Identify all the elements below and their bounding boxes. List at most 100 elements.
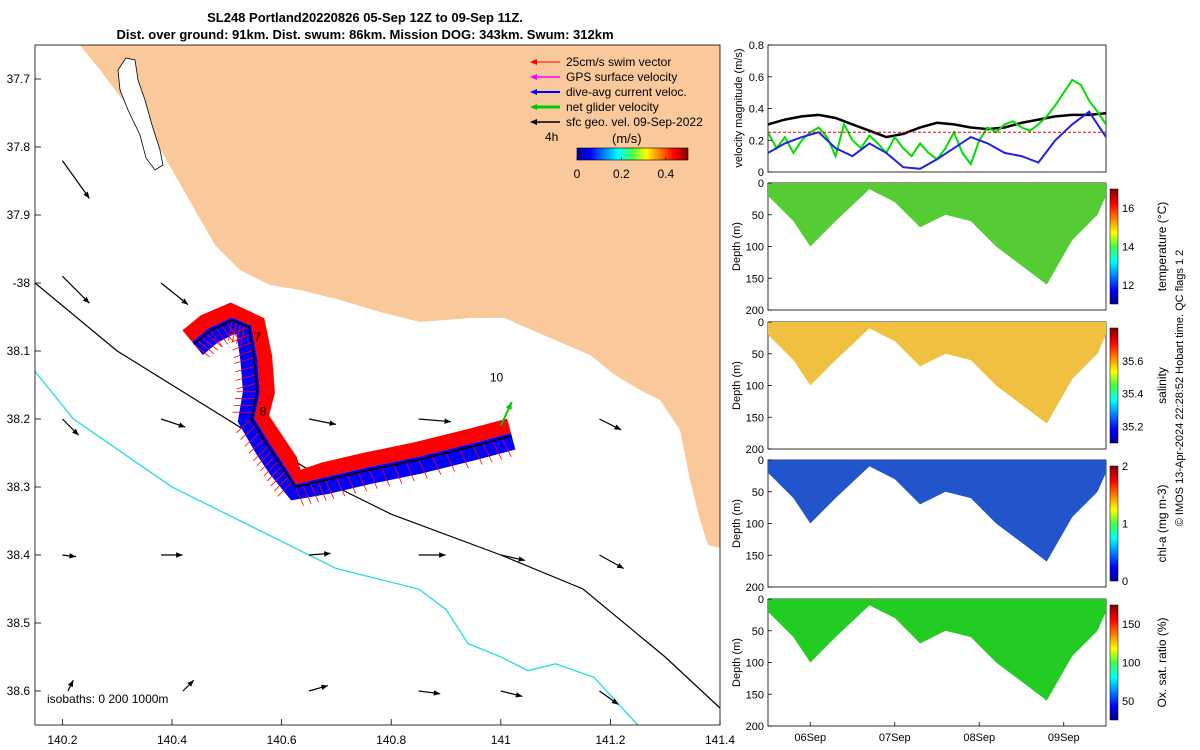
section-ylabel: Depth (m) [731,361,743,410]
geo-arrow-head [439,552,446,558]
swim-vector [197,340,215,354]
geo-arrow-head [82,296,90,304]
swim-vector [266,466,282,482]
section-colorbar-label: Ox. sat. ratio (%) [1155,617,1169,707]
section-y-tick-label: 50 [752,487,764,499]
section-colorbar-tick-label: 35.6 [1122,356,1143,368]
section-y-tick-label: 200 [746,305,764,317]
section-x-tick-label: 08Sep [963,732,995,744]
map-y-tick-label: 38.5 [7,616,31,630]
section-x-tick-label: 07Sep [879,732,911,744]
legend-entry: net glider velocity [566,100,659,114]
geo-velocity-arrows [61,160,625,705]
velocity-y-tick-label: 0.4 [749,104,764,116]
colorbar-title: (m/s) [612,131,642,146]
section-colorbar-tick-label: 35.2 [1122,422,1143,434]
geo-arrow-head [444,418,451,424]
map-x-tick-label: 141 [491,733,511,747]
geo-arrow [62,553,76,559]
chart-title-line1: SL248 Portland20220826 05-Sep 12Z to 09-… [207,10,523,25]
velocity-y-ticks: 0 0.2 0.4 0.6 0.8 [749,40,772,179]
section-y-tick-label: 50 [752,626,764,638]
section-fill [768,460,1106,562]
swim-vector [236,323,241,344]
map-y-tick-label: -38 [13,276,31,290]
section-colorbar-tick-label: 2 [1122,461,1128,473]
section-colorbar-tick-label: 14 [1122,242,1134,254]
velocity-y-tick-label: 0 [758,167,764,179]
geo-arrow [160,418,186,428]
isobath-200m [35,282,720,709]
geo-arrow [500,554,526,562]
geo-arrow [182,679,195,692]
section-colorbar-label: chl-a (mg m-3) [1155,484,1169,562]
map-y-tick-label: 38.3 [7,480,31,494]
swim-vector [357,472,368,492]
section-colorbar-tick-label: 1 [1122,519,1128,531]
swim-vector [235,365,255,373]
geo-arrow-head [616,562,624,569]
swim-vector [201,337,219,351]
geo-arrow [418,690,441,696]
isobath-1000m-line [35,370,639,725]
geo-arrow-head [515,692,523,698]
swim-vector [270,471,286,487]
map-x-tick-label: 140.8 [376,733,406,747]
map-y-tick-label: 38.4 [7,548,31,562]
section-colorbar-label: salinity [1155,367,1169,404]
section-colorbar-tick-label: 100 [1122,658,1140,670]
section-colorbar [1109,465,1119,582]
section-panel: 0 50 100 150 200 Depth (m) 50 100 150 Ox. sat. ra… [731,594,1169,744]
section-panel: 0 50 100 150 200 Depth (m) 12 14 16 temperature (… [731,178,1169,317]
map-y-tick-label: 37.8 [7,140,31,154]
map-x-tick-label: 141.4 [705,733,735,747]
swim-vector [240,425,256,440]
swim-vector [232,342,252,351]
section-ylabel: Depth (m) [731,222,743,271]
section-y-tick-label: 100 [746,658,764,670]
geo-arrow-head [320,684,328,690]
swim-vector [244,432,260,447]
legend-swatch-head [530,119,537,125]
geo-arrow-head [611,698,619,705]
geo-arrow [418,552,446,558]
swim-vector [501,438,512,458]
geo-arrow-head [176,552,183,558]
section-y-tick-label: 0 [758,178,764,190]
swim-vector [210,330,223,348]
section-y-tick-label: 0 [758,594,764,606]
geo-arrow-head [72,428,79,436]
swim-vector [381,467,390,487]
section-colorbar-tick-label: 35.4 [1122,389,1143,401]
section-colorbar [1109,327,1119,444]
swim-vector [263,461,279,477]
swim-vector [229,326,249,336]
map-panel: 7 8 10 140.2 140.4 140.6 140.8 141 141.2 141.4 3… [7,44,735,747]
geo-arrow [161,552,183,558]
legend-swatch-head [530,59,537,65]
swim-vector [260,456,276,472]
section-fill [768,322,1106,424]
map-y-tick-label: 38.1 [7,344,31,358]
geo-arrow [599,554,625,570]
velocity-series [768,78,1106,170]
swim-vector [431,456,442,476]
velocity-panel: 0 0.2 0.4 0.6 0.8 velocity magnitude (m/s) [733,40,1107,179]
colorbar-tick-label: 0.2 [613,167,630,181]
velocity-ylabel: velocity magnitude (m/s) [733,48,745,167]
section-panel: 0 50 100 150 200 Depth (m) 0 1 2 chl-a (mg m-3) [731,455,1169,594]
geo-arrow [599,418,622,431]
swim-vector [482,443,493,463]
map-colorbar [576,147,689,161]
section-y-tick-label: 200 [746,721,764,733]
section-y-tick-label: 150 [746,689,764,701]
velocity-y-tick-label: 0.2 [749,135,764,147]
section-y-tick-label: 50 [752,210,764,222]
section-y-tick-label: 100 [746,242,764,254]
geo-arrow-head [178,422,186,428]
swim-vector [445,452,456,472]
geo-arrow-head [329,420,336,426]
section-y-tick-label: 100 [746,519,764,531]
section-colorbar-tick-label: 12 [1122,280,1134,292]
velocity-frame [767,44,1107,173]
